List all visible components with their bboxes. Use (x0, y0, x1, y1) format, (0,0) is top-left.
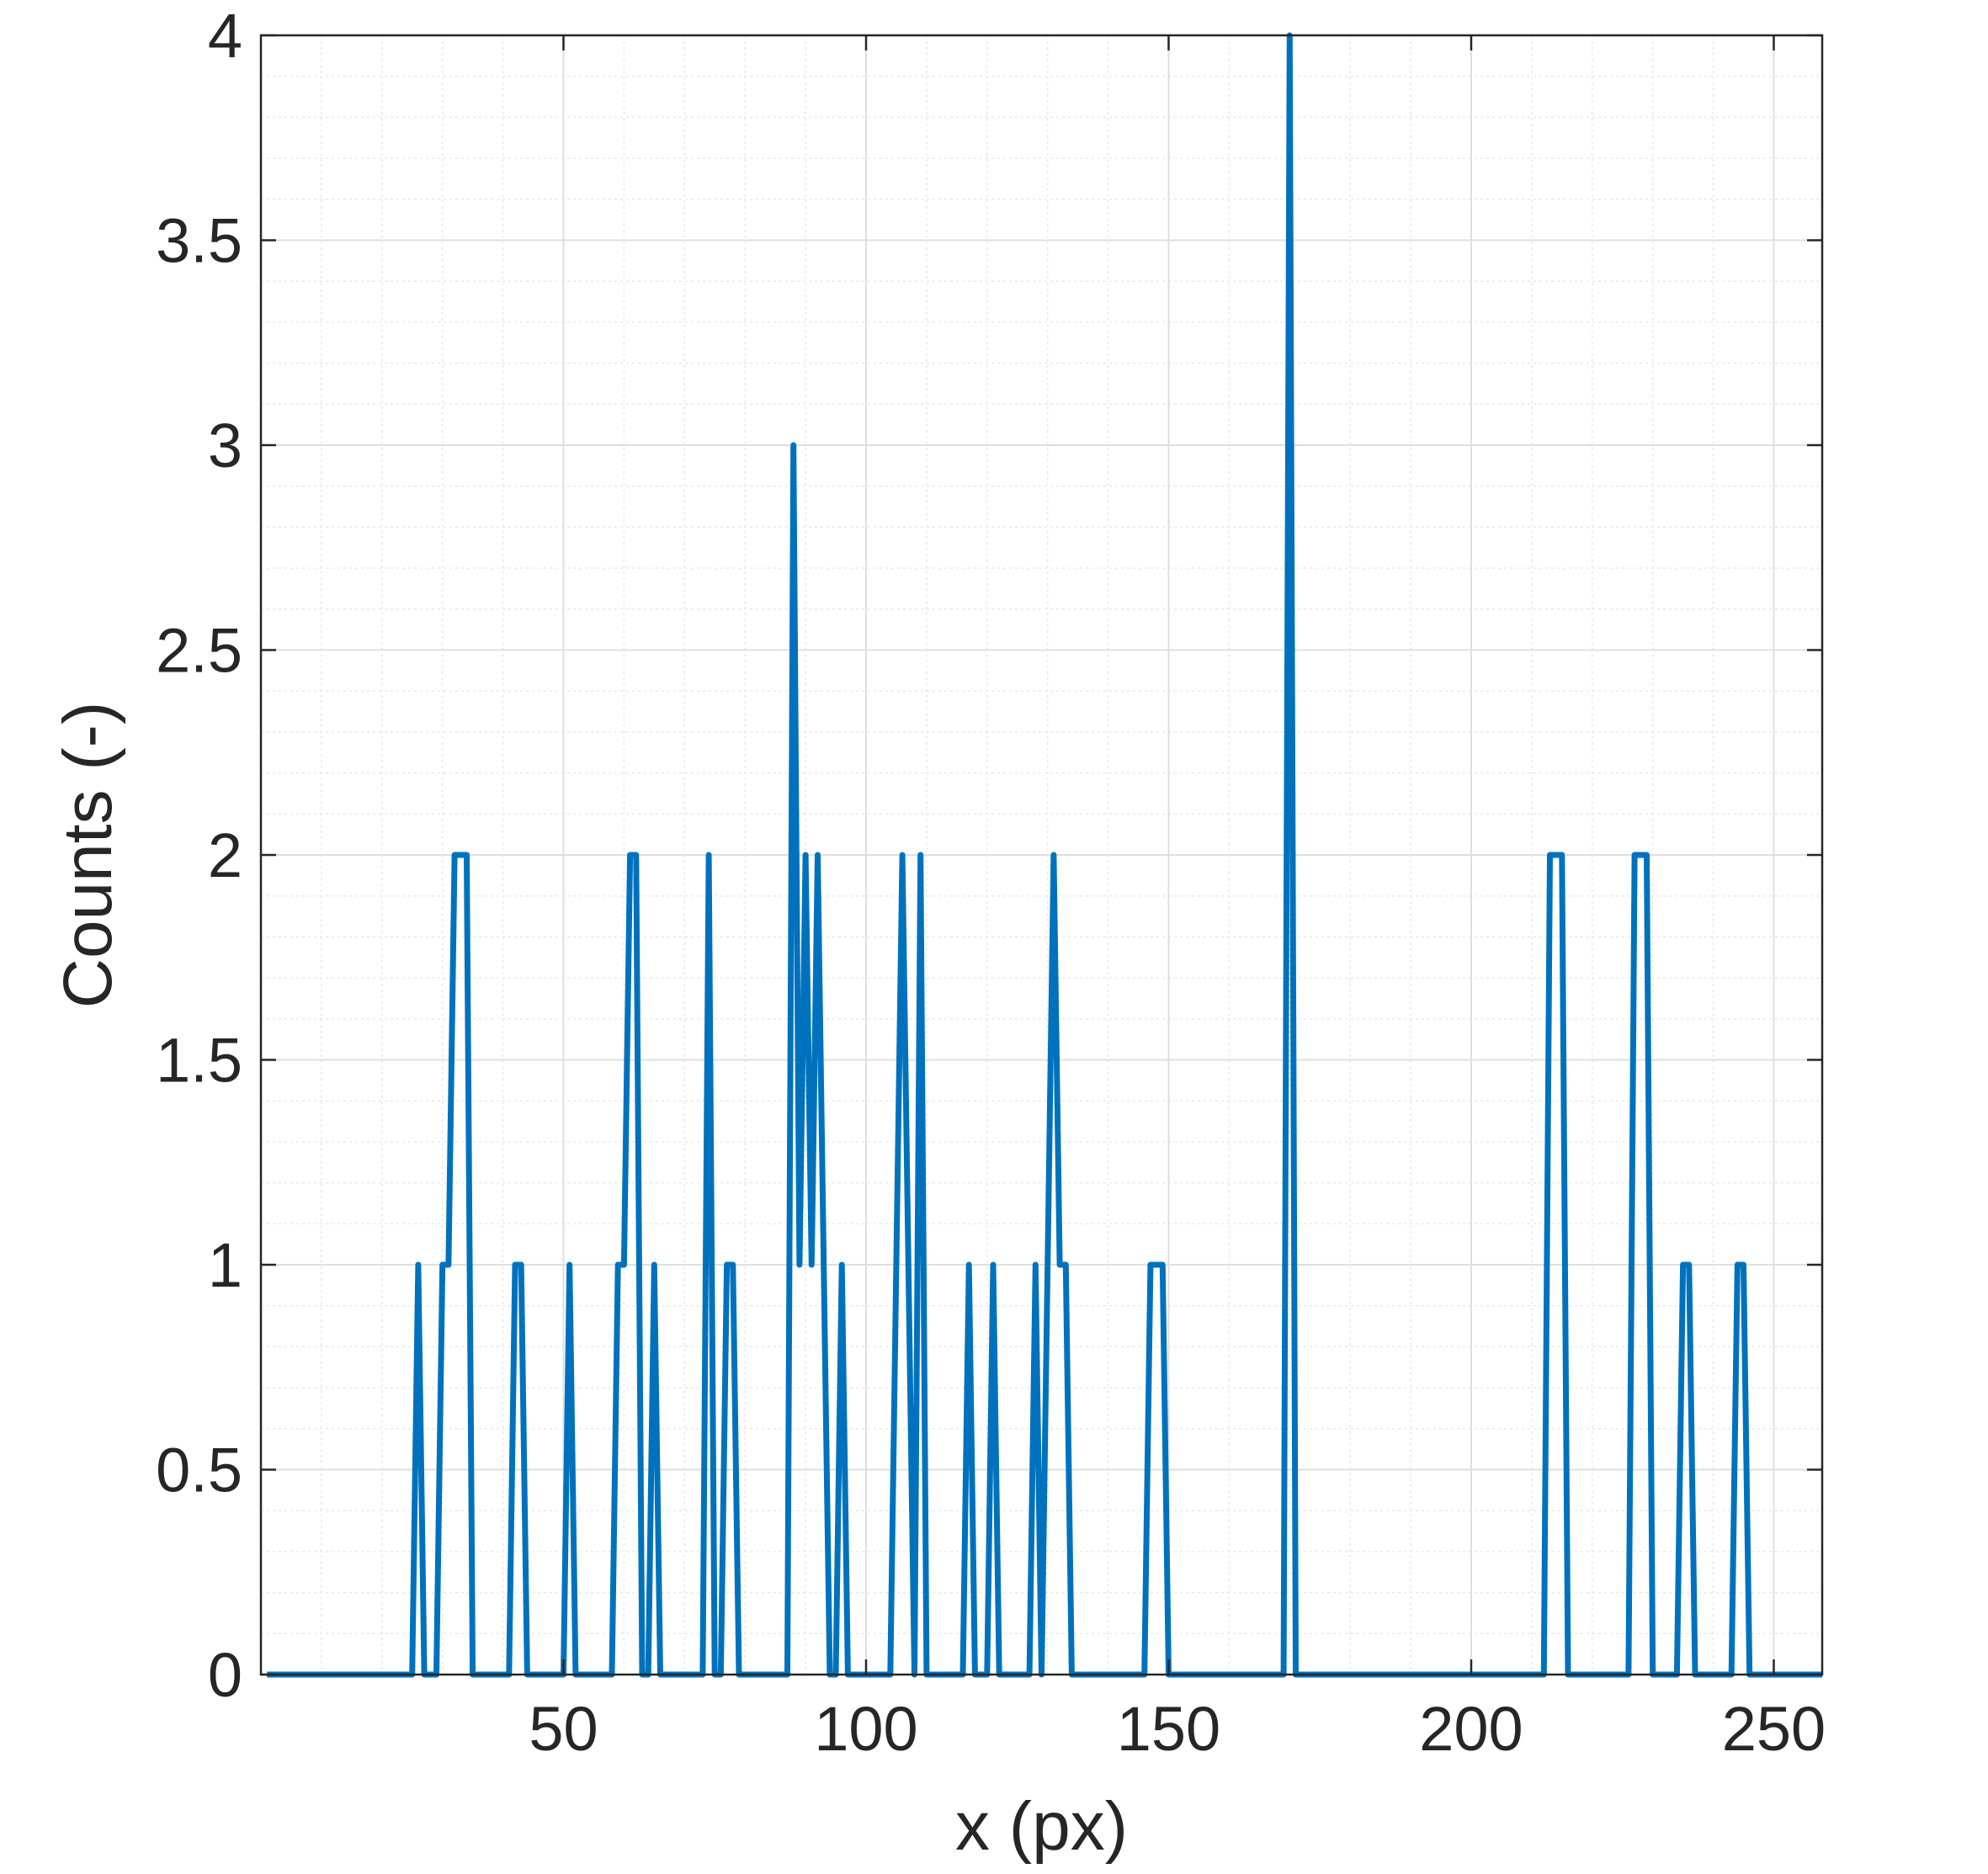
y-tick-label: 0.5 (156, 1436, 242, 1505)
y-tick-label: 4 (208, 1, 242, 71)
x-tick-label: 100 (814, 1694, 917, 1764)
tick-marks (261, 34, 1822, 1676)
x-tick-label: 150 (1117, 1694, 1220, 1764)
x-tick-labels: 50 100 150 200 250 (529, 1694, 1826, 1764)
x-tick-label: 250 (1722, 1694, 1826, 1764)
y-axis-title: Counts (-) (50, 702, 126, 1009)
x-tick-label: 50 (529, 1694, 598, 1764)
series-layer (267, 32, 1822, 1678)
y-tick-labels: 0 0.5 1 1.5 2 2.5 3 3.5 4 (156, 1, 242, 1710)
y-tick-label: 3 (208, 411, 242, 480)
y-tick-label: 2.5 (156, 616, 242, 686)
y-tick-label: 2 (208, 820, 242, 890)
series-line (267, 32, 1822, 1678)
y-tick-label: 1 (208, 1230, 242, 1300)
x-tick-label: 200 (1419, 1694, 1523, 1764)
y-tick-label: 3.5 (156, 206, 242, 276)
y-tick-label: 1.5 (156, 1026, 242, 1096)
x-axis-title: x (px) (955, 1788, 1128, 1865)
y-tick-label: 0 (208, 1640, 242, 1710)
